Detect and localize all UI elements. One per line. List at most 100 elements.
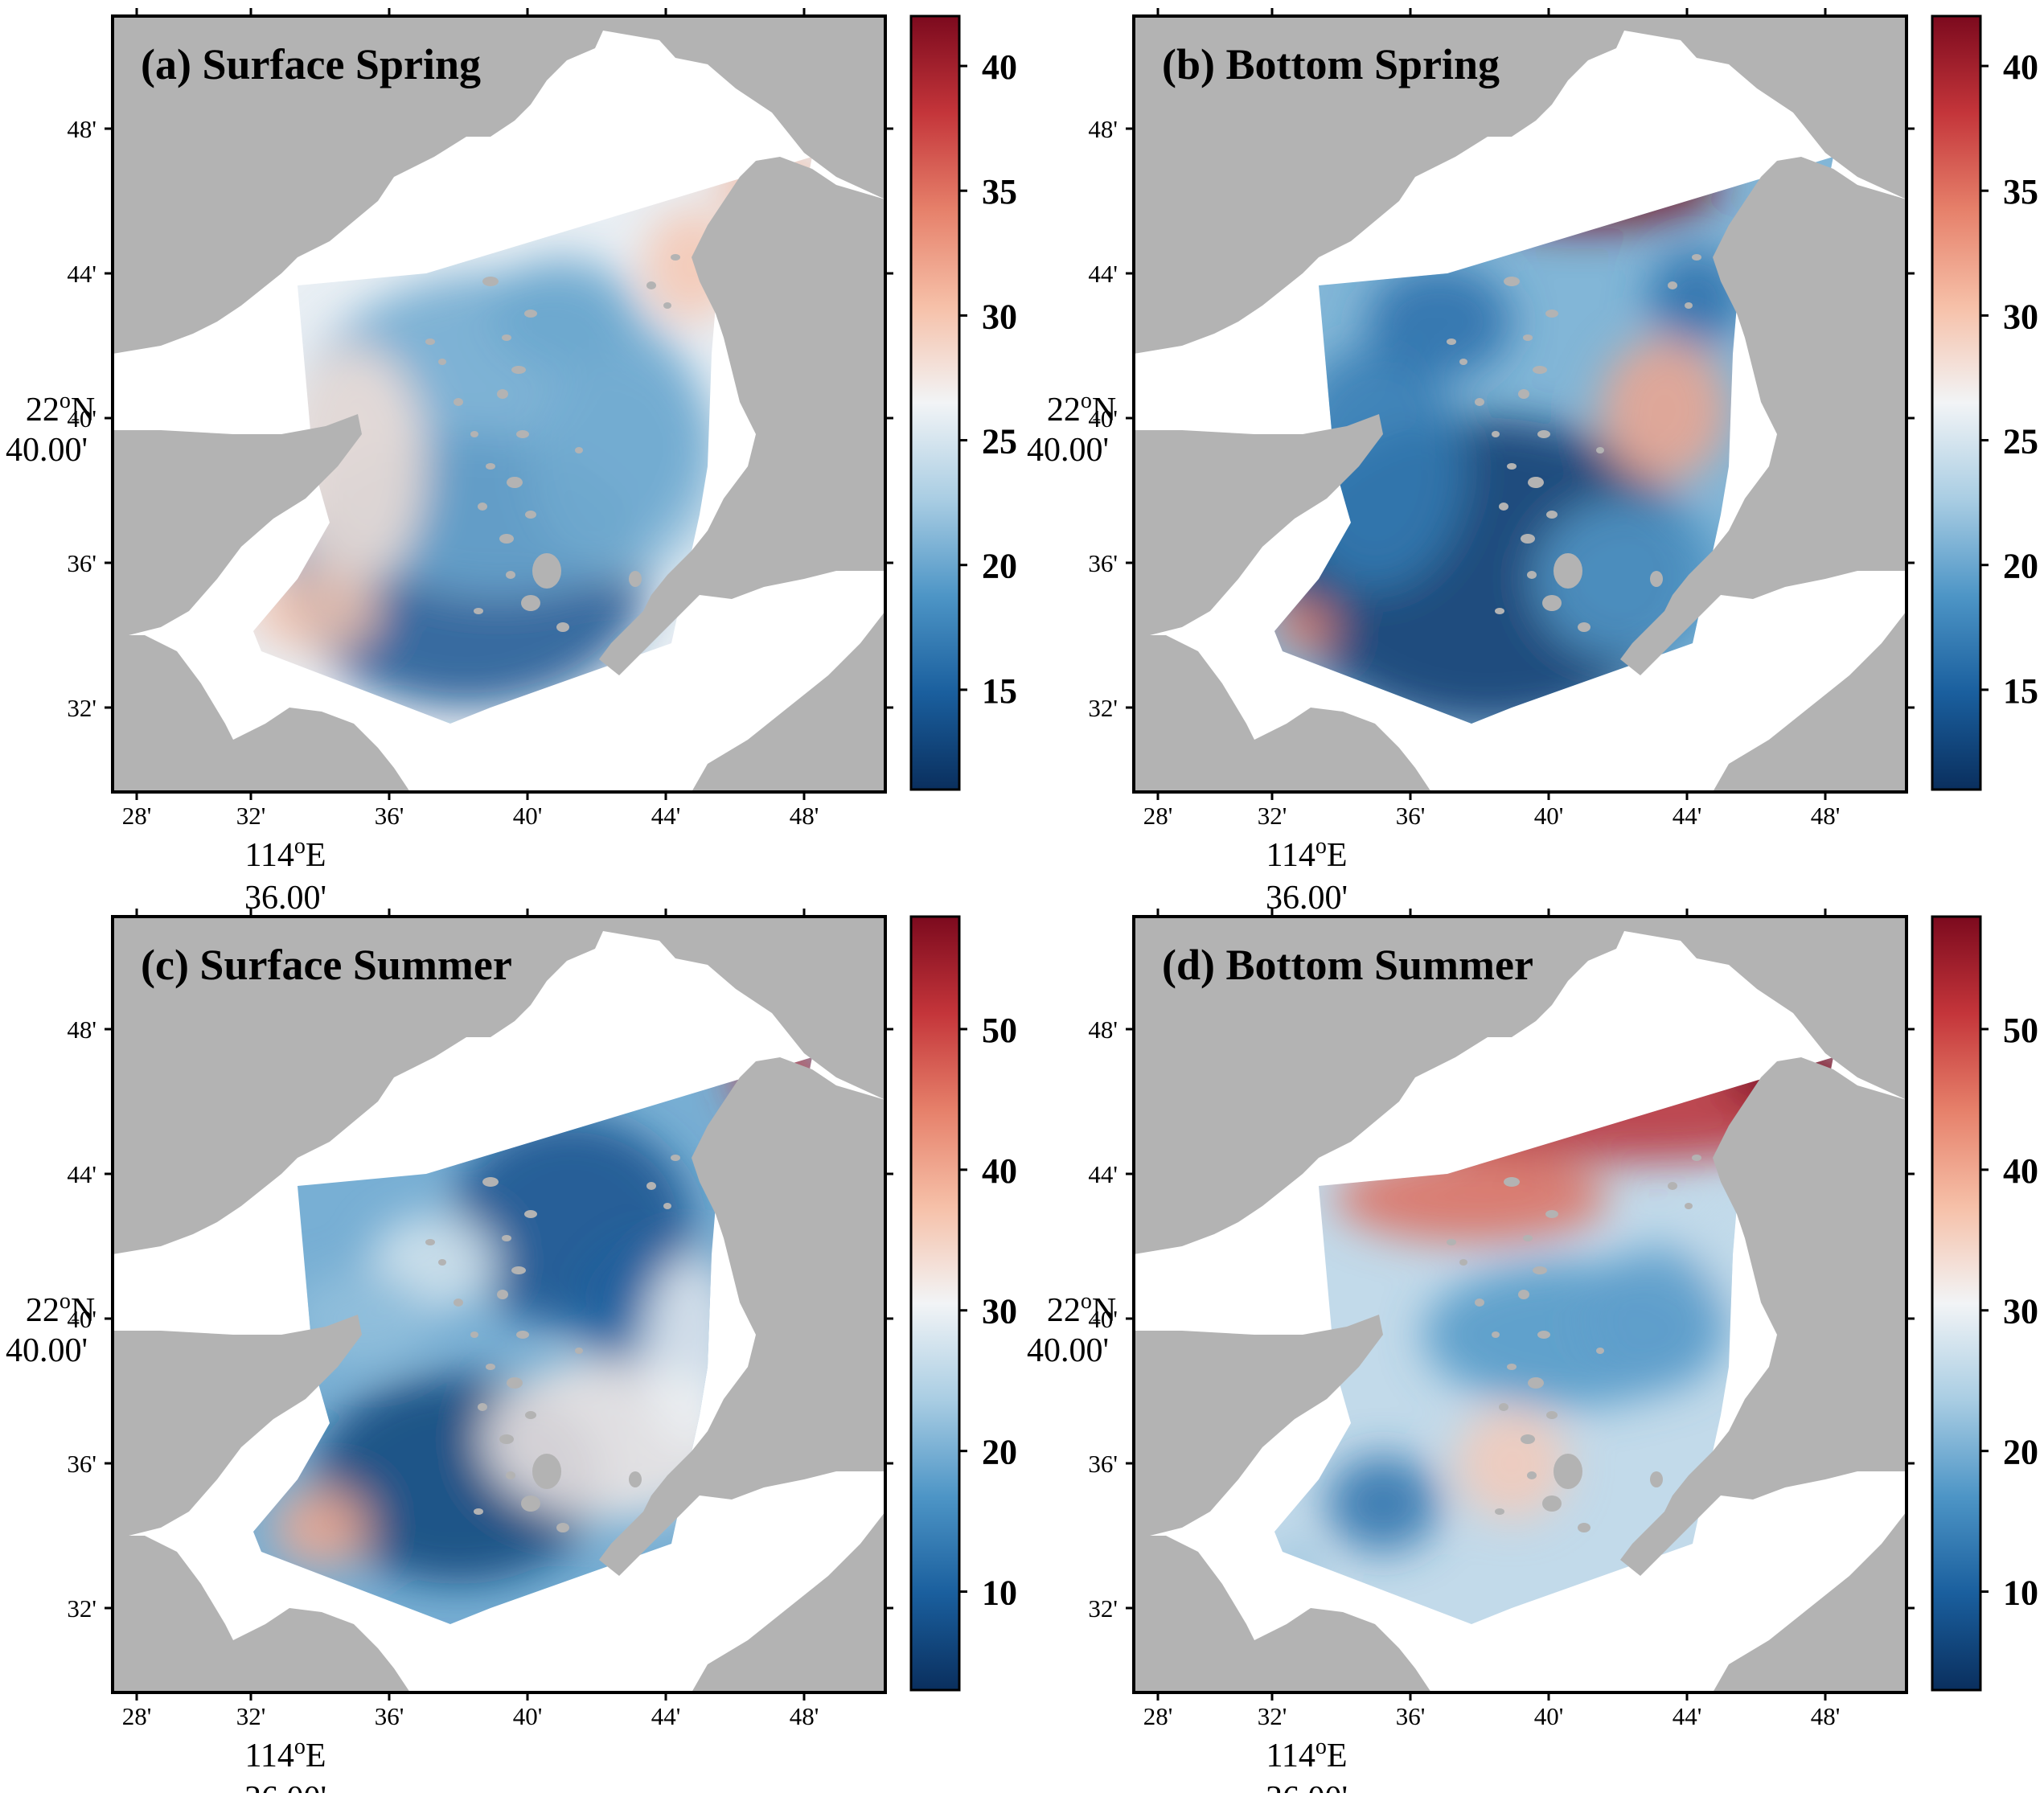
island xyxy=(1542,595,1562,611)
x-tick-label: 36' xyxy=(1396,1702,1426,1730)
island xyxy=(425,1239,435,1245)
island xyxy=(1521,1434,1535,1444)
x-axis-label-value: 36.00' xyxy=(244,1780,326,1793)
island xyxy=(511,366,526,374)
island xyxy=(1447,1239,1456,1245)
field-blob xyxy=(1367,265,1512,378)
land-mass xyxy=(113,1536,410,1692)
y-tick-label: 48' xyxy=(67,115,96,143)
y-tick-label: 40' xyxy=(67,404,96,433)
y-tick-label: 32' xyxy=(67,1594,96,1623)
panel-title: (b) Bottom Spring xyxy=(1162,40,1500,88)
island xyxy=(1475,398,1484,406)
map-frame xyxy=(111,14,887,794)
y-axis-label-value: 40.00' xyxy=(1027,1332,1109,1369)
island xyxy=(1542,1495,1562,1512)
colorbar-tick-label: 10 xyxy=(2003,1573,2038,1613)
land-mass xyxy=(1134,917,1907,1254)
panel-title: (a) Surface Spring xyxy=(141,40,481,88)
land xyxy=(113,917,885,1692)
island xyxy=(507,477,523,488)
colorbar xyxy=(909,14,961,791)
field-blob xyxy=(1327,1455,1439,1552)
land-mass xyxy=(113,635,410,792)
island xyxy=(1528,477,1544,488)
x-tick-label: 36' xyxy=(375,802,404,830)
x-tick-label: 48' xyxy=(790,1702,819,1730)
land-mass xyxy=(599,1057,885,1576)
x-axis-label-value: 36.00' xyxy=(1266,880,1348,917)
x-tick-label: 32' xyxy=(1258,802,1287,830)
colorbar-tick-label: 30 xyxy=(2003,297,2038,336)
x-tick-label: 32' xyxy=(236,1702,266,1730)
island xyxy=(1596,447,1604,453)
y-tick-label: 36' xyxy=(67,549,96,577)
island xyxy=(556,1523,569,1532)
y-axis-label-value: 40.00' xyxy=(6,1332,88,1369)
island xyxy=(1685,1203,1693,1209)
map-frame xyxy=(1132,915,1908,1694)
island xyxy=(516,1331,529,1339)
colorbar-tick-label: 30 xyxy=(982,297,1017,336)
island xyxy=(1533,366,1547,374)
y-tick-label: 48' xyxy=(1088,1015,1118,1044)
x-tick-label: 40' xyxy=(1534,1702,1564,1730)
map-frame xyxy=(1132,14,1908,794)
island xyxy=(1554,1454,1582,1489)
island xyxy=(1492,1331,1500,1338)
land-mass xyxy=(599,157,885,675)
island xyxy=(454,398,463,406)
island xyxy=(1692,254,1701,261)
island xyxy=(502,1235,511,1241)
x-tick-label: 36' xyxy=(375,1702,404,1730)
colorbar-tick-label: 20 xyxy=(982,1433,1017,1472)
island xyxy=(1685,302,1693,309)
x-tick-label: 40' xyxy=(513,1702,543,1730)
island xyxy=(470,431,478,437)
island xyxy=(425,338,435,345)
island xyxy=(1578,1523,1590,1532)
island xyxy=(575,447,583,453)
colorbar-tick-label: 15 xyxy=(2003,671,2038,711)
island xyxy=(1459,1259,1467,1266)
island xyxy=(1546,1411,1558,1419)
island xyxy=(1537,430,1550,438)
island xyxy=(1447,338,1456,345)
island xyxy=(497,389,508,399)
colorbar-tick-label: 50 xyxy=(982,1011,1017,1050)
island xyxy=(1668,281,1677,289)
island xyxy=(1537,1331,1550,1339)
colorbar xyxy=(909,915,961,1692)
island xyxy=(1545,310,1558,318)
y-tick-label: 32' xyxy=(67,694,96,722)
land-mass xyxy=(1134,414,1383,635)
x-tick-label: 44' xyxy=(1673,1702,1702,1730)
island xyxy=(1554,553,1582,589)
x-axis-label: 114oE xyxy=(1266,1734,1347,1774)
map-panel: 28' 32' 36' 40' 44' 48' 48' 44' 40' 36' 32' 114oE 36… xyxy=(1027,909,2038,1797)
island xyxy=(482,277,499,286)
x-tick-label: 44' xyxy=(651,1702,681,1730)
island xyxy=(511,1266,526,1274)
y-tick-label: 44' xyxy=(1088,260,1118,288)
colorbar-tick-label: 30 xyxy=(982,1292,1017,1331)
island xyxy=(629,1471,642,1487)
land xyxy=(1134,16,1907,792)
island xyxy=(1504,1177,1520,1187)
map-panel: 28' 32' 36' 40' 44' 48' 48' 44' 40' 36' 32' 114oE 36… xyxy=(6,8,1017,917)
colorbar-tick-label: 30 xyxy=(2003,1292,2038,1331)
land-mass xyxy=(692,611,885,792)
y-tick-label: 36' xyxy=(1088,549,1118,577)
island xyxy=(1492,431,1500,437)
island xyxy=(671,254,680,261)
colorbar-tick-label: 20 xyxy=(2003,1433,2038,1472)
island xyxy=(1528,1377,1544,1389)
island xyxy=(499,534,514,544)
x-axis-label: 114oE xyxy=(244,1734,326,1774)
island xyxy=(556,622,569,632)
x-tick-label: 44' xyxy=(1673,802,1702,830)
land xyxy=(113,16,885,792)
land-mass xyxy=(1134,1315,1383,1536)
island xyxy=(521,595,540,611)
field-blob xyxy=(1584,1246,1729,1391)
